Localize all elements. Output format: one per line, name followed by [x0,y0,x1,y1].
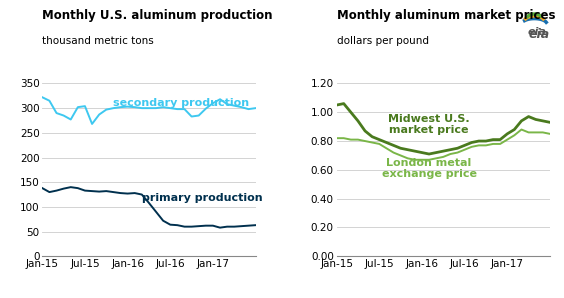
Text: eia: eia [528,27,547,37]
Text: London metal
exchange price: London metal exchange price [381,158,477,179]
Text: secondary production: secondary production [113,98,249,108]
Text: Monthly U.S. aluminum production: Monthly U.S. aluminum production [42,9,273,22]
Text: Monthly aluminum market prices: Monthly aluminum market prices [337,9,555,22]
Text: Midwest U.S.
market price: Midwest U.S. market price [388,114,470,135]
Text: eia: eia [529,28,550,41]
Text: dollars per pound: dollars per pound [337,36,429,46]
Text: thousand metric tons: thousand metric tons [42,36,154,46]
Text: primary production: primary production [142,193,262,203]
